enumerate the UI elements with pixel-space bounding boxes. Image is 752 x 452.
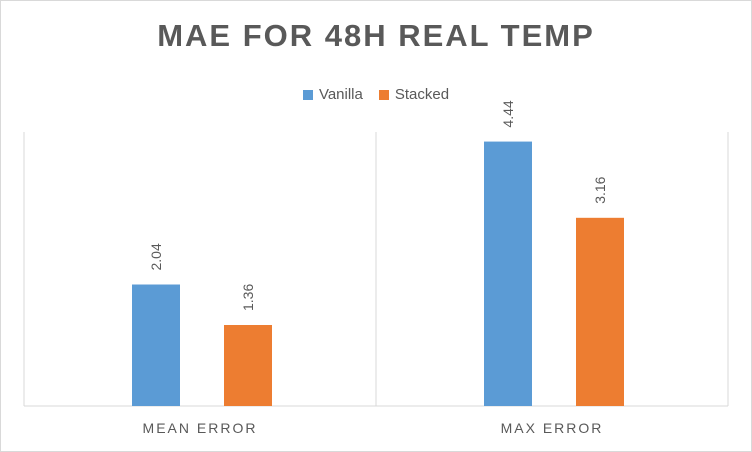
legend: Vanilla Stacked [0,86,752,103]
legend-item-stacked: Stacked [378,86,450,103]
chart-title: MAE FOR 48H REAL TEMP [157,18,595,53]
legend-swatch-stacked [378,89,389,100]
legend-label-stacked: Stacked [394,86,450,103]
legend-swatch-vanilla [302,89,313,100]
bar-vanilla-max-error [484,141,532,406]
data-label: 2.04 [148,243,164,270]
bar-vanilla-mean-error [132,284,180,406]
data-label: 4.44 [500,100,516,127]
bar-stacked-mean-error [224,325,272,406]
x-tick-label: MEAN ERROR [143,420,258,436]
data-label: 1.36 [240,284,256,311]
legend-label-vanilla: Vanilla [318,86,363,103]
data-label: 3.16 [592,176,608,203]
x-tick-label: MAX ERROR [501,420,604,436]
legend-item-vanilla: Vanilla [302,86,363,103]
bar-stacked-max-error [576,217,624,406]
